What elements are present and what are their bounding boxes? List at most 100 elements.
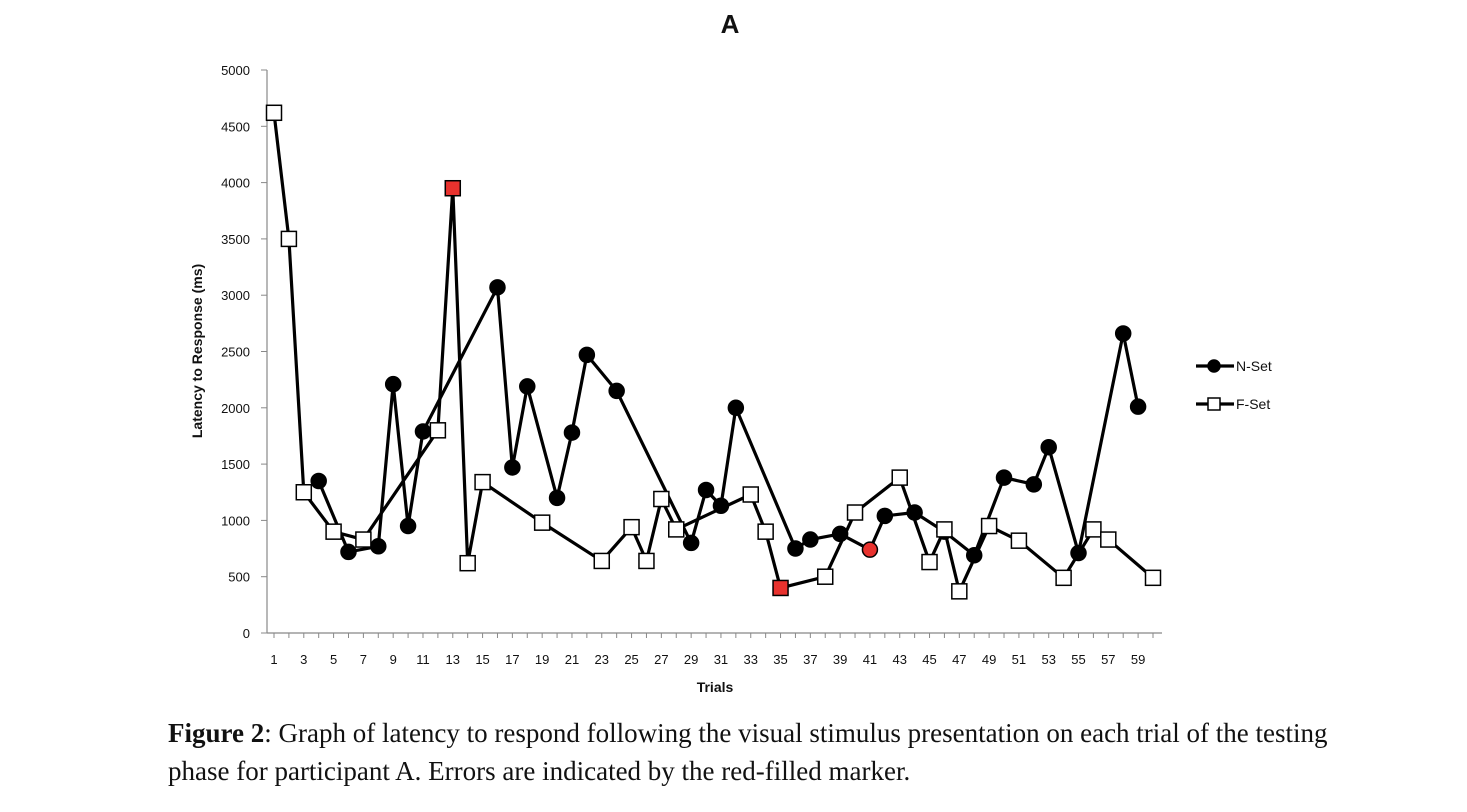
data-point	[608, 382, 625, 400]
data-point	[697, 481, 715, 499]
legend-item: N-Set	[1196, 358, 1272, 374]
data-point	[816, 568, 834, 585]
data-point	[533, 514, 551, 531]
chart-axes: 0 500 1000 1500 2000 2500 3000 3500 4000 4500 5000…	[221, 63, 1162, 667]
data-point	[548, 489, 566, 507]
caption-text: : Graph of latency to respond following …	[168, 718, 1328, 786]
data-point	[340, 543, 357, 561]
y-tick-label: 4500	[221, 119, 250, 134]
x-tick-label: 31	[714, 652, 728, 667]
x-tick-label: 11	[416, 652, 430, 667]
x-tick-label: 13	[446, 652, 460, 667]
y-tick-label: 3500	[221, 232, 250, 247]
x-tick-label: 39	[833, 652, 847, 667]
x-tick-label: 35	[773, 652, 787, 667]
data-point	[951, 583, 968, 600]
data-point	[1055, 569, 1072, 587]
error-point	[772, 579, 789, 597]
data-point	[682, 534, 700, 552]
x-tick-label: 9	[390, 652, 397, 667]
x-tick-label: 43	[892, 652, 906, 667]
data-point	[519, 378, 536, 395]
y-tick-label: 5000	[221, 63, 250, 78]
x-tick-label: 55	[1071, 652, 1085, 667]
series-line	[317, 285, 1140, 557]
x-tick-label: 17	[505, 652, 519, 667]
data-point	[653, 490, 670, 508]
data-point	[668, 521, 685, 538]
y-tick-label: 2000	[221, 401, 250, 416]
x-tick-label: 57	[1101, 652, 1115, 667]
chart-legend: N-Set F-Set	[1196, 358, 1272, 412]
data-point	[310, 472, 327, 490]
figure-caption: Figure 2: Graph of latency to respond fo…	[168, 714, 1368, 790]
error-point	[861, 541, 879, 558]
data-point	[980, 517, 998, 535]
y-tick-label: 1500	[221, 457, 250, 472]
x-tick-label: 5	[330, 652, 337, 667]
data-point	[489, 279, 506, 296]
data-point	[802, 531, 819, 548]
data-point	[355, 531, 372, 548]
legend-item: F-Set	[1196, 396, 1270, 412]
data-point	[414, 423, 432, 440]
data-point	[846, 504, 864, 521]
error-point	[444, 179, 462, 197]
x-tick-label: 1	[270, 652, 277, 667]
chart-series	[265, 104, 1162, 600]
data-point	[384, 375, 402, 393]
data-point	[563, 424, 581, 441]
y-tick-label: 2500	[221, 345, 250, 360]
x-tick-label: 19	[535, 652, 549, 667]
x-tick-label: 33	[744, 652, 758, 667]
data-point	[1040, 438, 1057, 456]
data-point	[638, 552, 655, 570]
data-point	[1100, 531, 1117, 548]
data-point	[757, 523, 774, 540]
data-point	[280, 230, 298, 248]
data-point	[265, 104, 283, 122]
y-tick-label: 500	[228, 570, 250, 585]
data-point	[1129, 398, 1147, 415]
caption-label: Figure 2	[168, 718, 265, 748]
y-tick-label: 1000	[221, 513, 250, 528]
x-tick-label: 21	[565, 652, 579, 667]
x-tick-label: 3	[300, 652, 307, 667]
y-tick-label: 4000	[221, 176, 250, 191]
x-tick-label: 25	[624, 652, 638, 667]
x-tick-label: 37	[803, 652, 817, 667]
chart-title: A	[721, 9, 740, 39]
x-tick-label: 41	[863, 652, 877, 667]
data-point	[504, 459, 521, 476]
x-tick-label: 15	[475, 652, 489, 667]
series-f-set	[265, 104, 1162, 600]
data-point	[325, 523, 342, 540]
x-tick-label: 59	[1131, 652, 1145, 667]
x-tick-label: 23	[595, 652, 609, 667]
x-axis-title: Trials	[697, 679, 734, 695]
data-point	[623, 518, 640, 536]
x-tick-label: 7	[360, 652, 367, 667]
y-tick-label: 3000	[221, 288, 250, 303]
data-point	[921, 553, 938, 571]
series-n-set	[310, 279, 1147, 564]
data-point	[459, 554, 476, 572]
x-tick-label: 27	[654, 652, 668, 667]
data-point	[936, 521, 953, 538]
legend-marker	[1207, 359, 1221, 373]
data-point	[1025, 476, 1043, 493]
x-tick-label: 29	[684, 652, 698, 667]
x-tick-label: 49	[982, 652, 996, 667]
legend-label: N-Set	[1236, 358, 1272, 374]
data-point	[995, 469, 1013, 486]
data-point	[891, 469, 908, 486]
data-point	[787, 540, 804, 557]
data-point	[370, 538, 387, 555]
legend-marker	[1207, 397, 1221, 411]
data-point	[474, 473, 491, 491]
x-tick-label: 53	[1041, 652, 1055, 667]
data-point	[399, 517, 417, 535]
data-point	[1010, 532, 1028, 549]
data-point	[1085, 521, 1102, 538]
latency-chart: A 0 500 1000 1500 2000 2500 3000 3500 4000 4500 50…	[189, 9, 1272, 695]
